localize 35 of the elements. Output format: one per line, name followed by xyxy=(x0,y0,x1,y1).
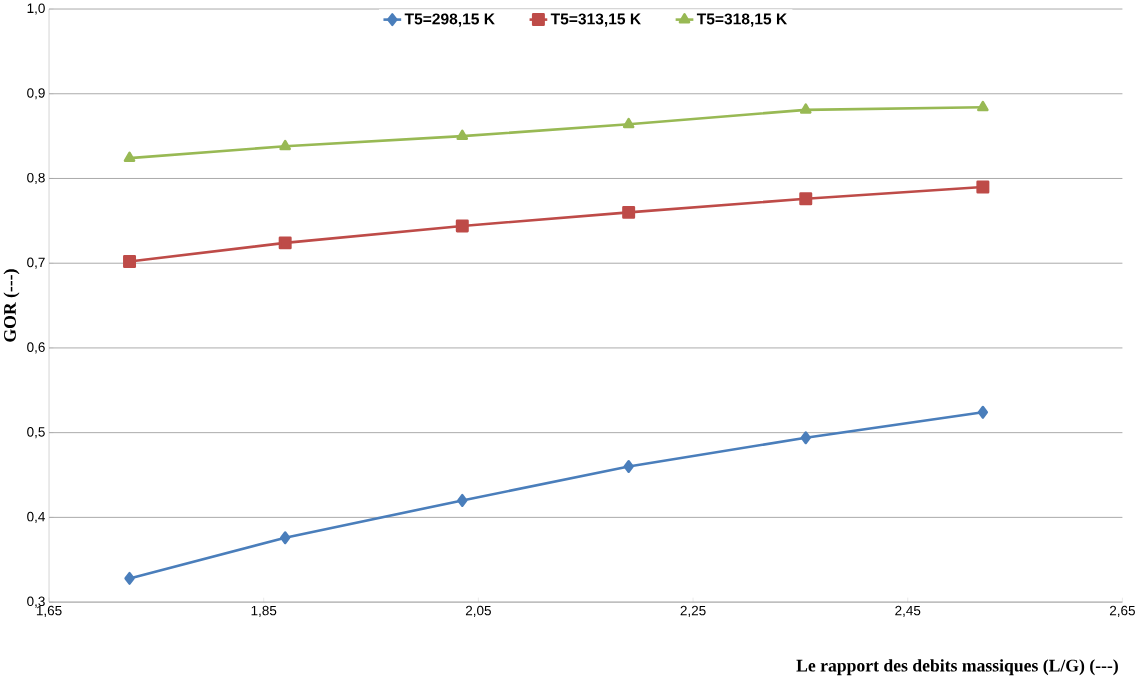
point xyxy=(623,460,634,474)
point xyxy=(279,531,291,545)
y-tick-label: 0,6 xyxy=(27,342,45,354)
x-tick-label: 2,05 xyxy=(465,605,491,618)
point xyxy=(800,431,811,445)
legend-label: T5=313,15 K xyxy=(550,13,641,27)
point xyxy=(279,139,291,151)
point xyxy=(977,101,989,112)
legend-label: T5=318,15 K xyxy=(696,13,788,27)
y-tick-label: 0,4 xyxy=(27,511,45,524)
x-axis-title: Le rapport des debits massiques (L/G) (---) xyxy=(796,659,1118,676)
point xyxy=(457,494,468,508)
point xyxy=(123,151,136,163)
y-tick-label: 0,5 xyxy=(27,427,45,439)
point xyxy=(622,117,635,129)
point xyxy=(799,103,812,114)
x-tick-label: 1,85 xyxy=(251,605,277,618)
point xyxy=(123,255,137,269)
point xyxy=(976,180,990,194)
y-axis-title: GOR (---) xyxy=(3,269,20,342)
y-tick-label: 0,7 xyxy=(27,257,45,269)
point xyxy=(278,236,292,250)
point xyxy=(456,129,469,141)
point xyxy=(622,206,636,220)
point xyxy=(799,192,813,206)
point xyxy=(455,219,469,233)
x-tick-label: 2,65 xyxy=(1109,605,1135,618)
legend-label: T5=298,15 K xyxy=(404,13,495,27)
point xyxy=(977,406,989,419)
y-tick-label: 0,8 xyxy=(27,173,45,185)
point xyxy=(124,572,135,586)
x-tick-label: 2,45 xyxy=(895,605,921,618)
y-tick-label: 1,0 xyxy=(27,3,45,15)
y-tick-label: 0,9 xyxy=(27,88,45,100)
x-tick-label: 2,25 xyxy=(680,605,706,618)
